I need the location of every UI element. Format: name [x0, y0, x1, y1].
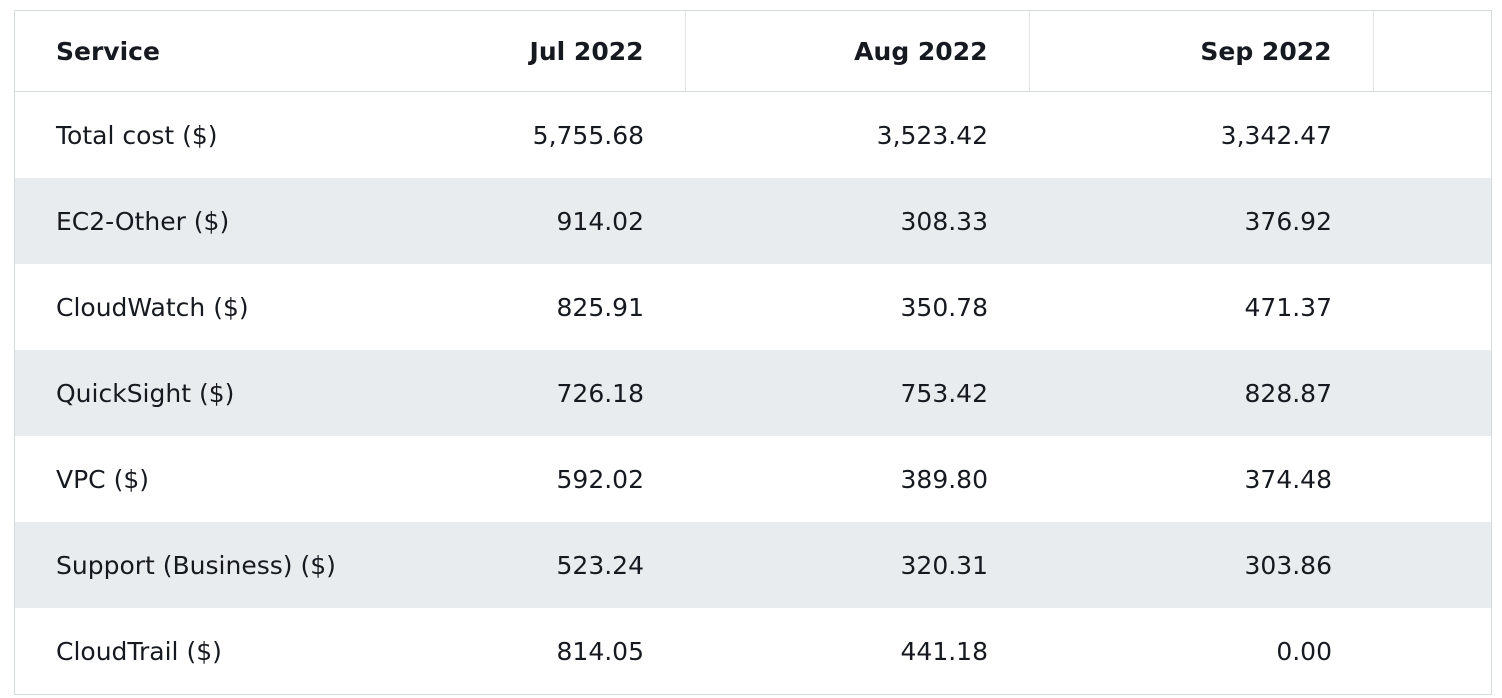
header-cell-empty: [1373, 11, 1491, 92]
header-cell: Jul 2022: [341, 11, 686, 92]
cost-cell: 471.37: [1244, 292, 1332, 322]
cost-cell: 828.87: [1029, 350, 1373, 436]
service-cell: VPC ($): [56, 464, 149, 494]
cost-table-container: Service Jul 2022 Aug 2022 Sep 2022 Total…: [14, 10, 1492, 695]
service-cell: CloudTrail ($): [56, 636, 222, 666]
cost-cell: 592.02: [556, 464, 644, 494]
empty-cell: [1373, 436, 1491, 522]
cost-cell: 914.02: [341, 178, 685, 264]
cost-cell: 320.31: [685, 522, 1029, 608]
table-row: CloudWatch ($) 825.91 350.78 471.37: [15, 264, 1491, 350]
header-cell: Service: [15, 11, 341, 92]
service-cell: EC2-Other ($): [15, 178, 341, 264]
table-row: CloudTrail ($) 814.05 441.18 0.00: [15, 608, 1491, 694]
empty-cell: [1373, 264, 1491, 350]
cost-cell: 814.05: [556, 636, 644, 666]
empty-cell: [1373, 350, 1491, 436]
cost-cell: 726.18: [341, 350, 685, 436]
service-cell: CloudWatch ($): [56, 292, 249, 322]
cost-cell: 825.91: [556, 292, 644, 322]
cost-cell: 303.86: [1029, 522, 1373, 608]
cost-cell: 0.00: [1276, 636, 1332, 666]
cost-cell: 523.24: [341, 522, 685, 608]
service-cell: Support (Business) ($): [15, 522, 341, 608]
empty-cell: [1373, 92, 1491, 179]
header-row: Service Jul 2022 Aug 2022 Sep 2022: [15, 11, 1491, 92]
cost-cell: 3,523.42: [876, 120, 988, 150]
service-cell: Total cost ($): [56, 120, 218, 150]
cost-cell: 753.42: [685, 350, 1029, 436]
cost-cell: 441.18: [900, 636, 988, 666]
cost-cell: 308.33: [685, 178, 1029, 264]
empty-cell: [1373, 522, 1491, 608]
cost-cell: 389.80: [900, 464, 988, 494]
table-row: EC2-Other ($) 914.02 308.33 376.92: [15, 178, 1491, 264]
cost-cell: 350.78: [900, 292, 988, 322]
empty-cell: [1373, 178, 1491, 264]
cost-cell: 374.48: [1244, 464, 1332, 494]
table-row: Total cost ($) 5,755.68 3,523.42 3,342.47: [15, 92, 1491, 179]
cost-table: Service Jul 2022 Aug 2022 Sep 2022 Total…: [15, 11, 1491, 694]
header-cell: Sep 2022: [1029, 11, 1374, 92]
table-row: QuickSight ($) 726.18 753.42 828.87: [15, 350, 1491, 436]
cost-cell: 5,755.68: [532, 120, 644, 150]
service-cell: QuickSight ($): [15, 350, 341, 436]
empty-cell: [1373, 608, 1491, 694]
table-row: VPC ($) 592.02 389.80 374.48: [15, 436, 1491, 522]
header-cell: Aug 2022: [685, 11, 1030, 92]
table-row: Support (Business) ($) 523.24 320.31 303.86: [15, 522, 1491, 608]
cost-cell: 376.92: [1029, 178, 1373, 264]
cost-cell: 3,342.47: [1220, 120, 1332, 150]
table-body: Total cost ($) 5,755.68 3,523.42 3,342.47 EC…: [15, 92, 1491, 695]
